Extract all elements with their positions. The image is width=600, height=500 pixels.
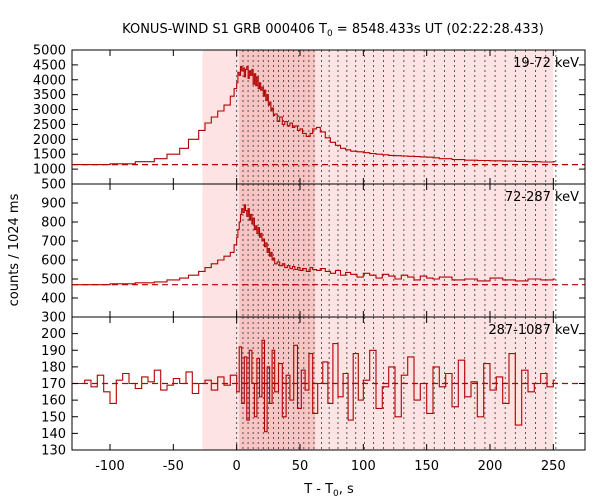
x-tick-label: -50 — [163, 459, 184, 474]
y-tick-label: 700 — [41, 235, 66, 250]
y-tick-label: 4500 — [33, 58, 66, 73]
panel-energy-label: 19-72 keV — [513, 56, 579, 71]
y-tick-label: 1500 — [33, 148, 66, 163]
y-tick-label: 300 — [41, 311, 66, 326]
x-axis-label: T - T0, s — [303, 482, 354, 499]
y-tick-label: 160 — [41, 394, 66, 409]
series-step-line — [72, 65, 556, 166]
y-tick-label: 5000 — [33, 44, 66, 59]
y-tick-label: 2000 — [33, 133, 66, 148]
panel-energy-label: 287-1087 keV — [488, 323, 579, 338]
y-tick-label: 2500 — [33, 118, 66, 133]
panels-group: 5001000150020002500300035004000450050001… — [33, 44, 586, 459]
y-tick-label: 190 — [41, 344, 66, 359]
x-tick-label: 50 — [292, 459, 309, 474]
series-step-line — [72, 204, 556, 286]
x-tick-label: 150 — [414, 459, 439, 474]
y-tick-label: 3500 — [33, 88, 66, 103]
y-tick-label: 500 — [41, 273, 66, 288]
x-axis: -100 -50 0 50 100 150 200 250 — [95, 459, 566, 474]
y-tick-label: 400 — [41, 292, 66, 307]
chart-title: KONUS-WIND S1 GRB 000406 T0 = 8548.433s … — [122, 22, 544, 39]
y-tick-label: 170 — [41, 377, 66, 392]
x-tick-label: 100 — [351, 459, 376, 474]
y-tick-label: 900 — [41, 197, 66, 212]
y-tick-label: 500 — [41, 178, 66, 193]
x-tick-label: -100 — [95, 459, 125, 474]
y-tick-label: 1000 — [33, 163, 66, 178]
x-tick-label: 0 — [233, 459, 241, 474]
shaded-region — [239, 184, 316, 317]
y-tick-label: 3000 — [33, 103, 66, 118]
y-tick-label: 130 — [41, 444, 66, 459]
y-tick-label: 4000 — [33, 73, 66, 88]
y-tick-label: 180 — [41, 360, 66, 375]
y-tick-label: 150 — [41, 410, 66, 425]
y-tick-label: 800 — [41, 216, 66, 231]
x-tick-label: 250 — [541, 459, 566, 474]
panel-2: 300 400 500 600 700 800 900 72-287 keV — [41, 183, 586, 326]
y-axis-label: counts / 1024 ms — [7, 193, 22, 306]
x-tick-label: 200 — [478, 459, 503, 474]
y-tick-label: 140 — [41, 427, 66, 442]
y-tick-label: 200 — [41, 327, 66, 342]
panel-energy-label: 72-287 keV — [505, 190, 579, 205]
y-tick-label: 600 — [41, 254, 66, 269]
series-step-line — [72, 339, 556, 433]
